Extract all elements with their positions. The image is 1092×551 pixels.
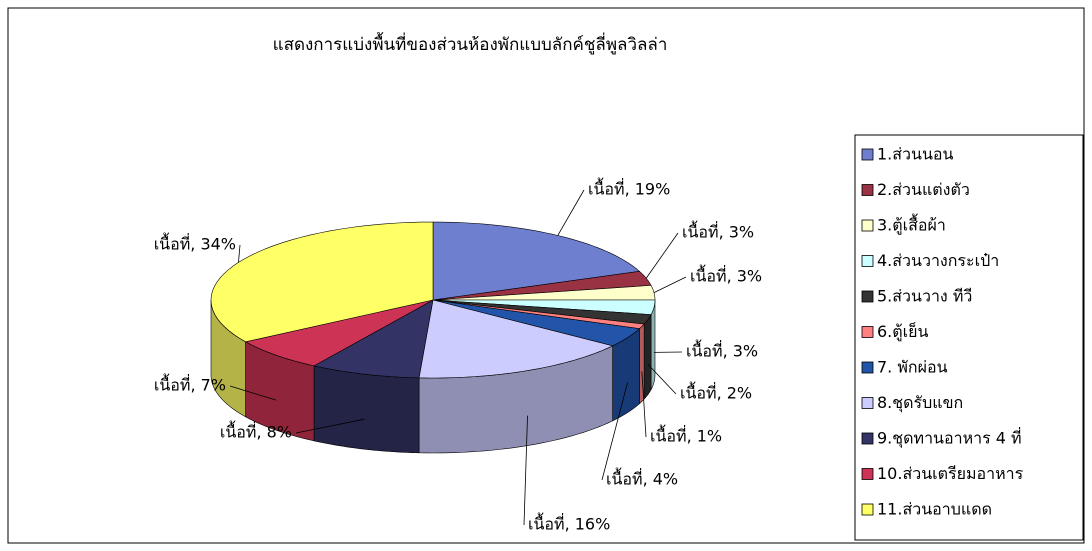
- data-label: เนื้อที่, 1%: [650, 425, 722, 446]
- leader-line: [647, 364, 677, 395]
- chart-title: แสดงการแบ่งพื้นที่ของส่วนห้องพักแบบลักค์…: [273, 32, 668, 55]
- data-label: เนื้อที่, 3%: [682, 221, 754, 242]
- slice: [432, 221, 641, 301]
- legend-label: 9.ชุดทานอาหาร 4 ที่: [877, 427, 1022, 449]
- slice: [313, 299, 434, 379]
- legend-box: [854, 134, 1084, 541]
- legend-swatch: [861, 219, 874, 232]
- slice: [432, 299, 641, 347]
- leader-line: [295, 418, 365, 434]
- slice: [432, 270, 652, 301]
- slice-side: [313, 365, 420, 454]
- legend-swatch: [861, 148, 874, 161]
- slice-side: [643, 314, 652, 400]
- leader-line: [557, 189, 585, 236]
- legend-label: 2.ส่วนแต่งตัว: [877, 180, 970, 199]
- data-label: เนื้อที่, 2%: [680, 382, 752, 403]
- legend-swatch: [861, 432, 874, 445]
- legend-label: 7. พักผ่อน: [877, 358, 948, 377]
- data-label: เนื้อที่, 34%: [154, 233, 236, 254]
- legend-swatch: [861, 184, 874, 196]
- legend-swatch: [861, 468, 874, 480]
- legend-label: 11.ส่วนอาบแดด: [877, 500, 992, 519]
- leader-line: [645, 232, 679, 279]
- leader-line: [523, 415, 528, 526]
- legend-label: 8.ชุดรับแขก: [877, 393, 963, 413]
- leader-line: [229, 385, 277, 401]
- legend-swatch: [861, 397, 874, 409]
- leader-line: [238, 244, 241, 263]
- slice: [244, 299, 434, 367]
- data-label: เนื้อที่, 8%: [220, 421, 292, 442]
- data-label: เนื้อที่, 16%: [528, 513, 610, 534]
- legend-swatch: [861, 290, 874, 303]
- legend-label: 4.ส่วนวางกระเป๋า: [877, 251, 999, 270]
- leader-line: [601, 382, 628, 481]
- data-label: เนื้อที่, 3%: [686, 340, 758, 361]
- data-label: เนื้อที่, 3%: [690, 265, 762, 286]
- legend-swatch: [861, 503, 874, 516]
- data-label: เนื้อที่, 19%: [588, 178, 670, 199]
- legend-swatch: [861, 326, 874, 338]
- data-label: เนื้อที่, 4%: [606, 468, 678, 489]
- legend-label: 1.ส่วนนอน: [877, 145, 954, 164]
- legend-swatch: [861, 255, 874, 267]
- slice: [418, 299, 614, 379]
- legend-label: 5.ส่วนวาง ทีวี: [877, 287, 972, 306]
- legend-label: 10.ส่วนเตรียมอาหาร: [877, 464, 1024, 483]
- legend-swatch: [861, 361, 874, 374]
- legend-label: 6.ตู้เย็น: [877, 321, 929, 342]
- data-label: เนื้อที่, 7%: [154, 374, 226, 395]
- leader-line: [641, 371, 647, 438]
- legend-label: 3.ตู้เสื้อผ้า: [877, 214, 946, 236]
- leader-line: [653, 276, 687, 294]
